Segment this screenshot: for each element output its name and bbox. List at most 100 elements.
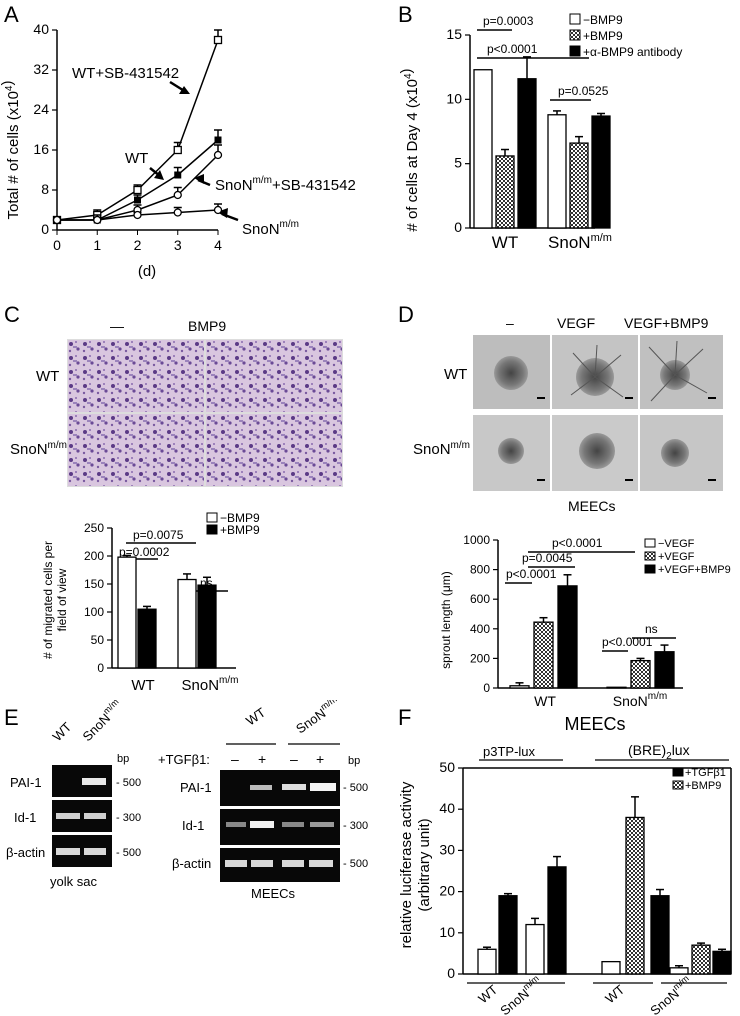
panel-label-d: D [398,302,414,327]
panel-a-arrows [149,80,239,222]
panel-a-xlabel: (d) [138,263,156,280]
panel-a-xtick-label-3: 3 [174,237,182,253]
panel-f-ytick-label-0: 0 [447,965,455,981]
panel-e-right-row-actin: β-actin [172,856,211,871]
panel-f-ytick-label-5: 50 [439,759,455,775]
panel-b-bar-0-0 [473,69,493,229]
panel-f-title: MEECs [564,714,625,734]
panel-d-bar-1-1 [630,659,651,689]
panel-f-bar-1-1 [547,866,567,975]
panel-e-right-bp-3: - 500 [343,858,368,870]
panel-d-ytick-label-4: 800 [470,563,490,577]
panel-e-left-bp-1: - 500 [116,777,141,789]
panel-d-ytick-label-3: 600 [470,592,490,606]
panel-f-reporter-1: p3TP-lux [483,744,536,759]
panel-b-bar-1-0 [547,114,567,229]
panel-c-image-wt-bmp9 [205,339,343,413]
panel-a-point-3-3 [173,208,182,217]
panel-d-group-wt: WT [534,693,556,709]
panel-c-legend-1: −BMP9 [220,511,260,525]
panel-c-image-wt-control [67,339,205,413]
panel-d-col-vegf-bmp9: VEGF+BMP9 [624,315,709,331]
panel-f-bar-chart: relative luciferase activity(arbitrary u… [398,714,732,1016]
panel-f-legend-2: +BMP9 [685,780,721,792]
panel-c-image-snon-bmp9 [205,413,343,487]
panel-f-reporter-2: (BRE)2lux [628,742,690,762]
panel-f-group-1: WT [475,982,500,1007]
panel-f-bar-3-1 [712,950,732,975]
panel-a-point-3-1 [93,215,102,225]
panel-f-ytick-label-4: 40 [439,800,455,816]
panel-c-bar-0-1 [137,608,157,669]
panel-f-ytick-label-1: 10 [439,924,455,940]
panel-c-ytick-label-3: 150 [84,577,104,591]
panel-d-legend-2: +VEGF [658,551,695,563]
panel-a-point-3-4 [213,205,223,215]
panel-d-legend-3: +VEGF+BMP9 [658,564,731,576]
panel-c-legend-2: +BMP9 [220,523,260,537]
panel-a-point-1-3 [174,171,182,179]
panel-d-p5: ns [645,622,658,636]
panel-e-right-bp-1: - 500 [343,782,368,794]
panel-e-treatment: +TGFβ1: [158,752,210,767]
panel-e-right-bp-2: - 300 [343,820,368,832]
panel-c-ylabel: # of migrated cells perfield of view [41,541,69,659]
panel-a-ytick-label-3: 24 [33,101,49,117]
panel-b-group-wt: WT [492,233,518,252]
panel-c-col-control: — [110,318,124,334]
panel-d-brackets [505,551,676,652]
panel-d-bar-0-1 [533,621,554,689]
panel-f-bar-2-2 [625,816,645,975]
panel-e-right-row-id1: Id-1 [182,818,204,833]
panel-b-ytick-label-3: 15 [446,26,462,42]
panel-e-right-caption: MEECs [251,886,296,901]
panel-d-bar-1-2 [654,651,675,689]
panel-label-c: C [4,302,20,327]
panel-label-f: F [398,705,412,730]
panel-f-ylabel: relative luciferase activity(arbitrary u… [398,781,433,948]
panel-c-row-wt: WT [36,368,60,385]
panel-b-legend-1: −BMP9 [583,13,623,27]
panel-b-brackets [477,29,591,101]
spheroid-snon-vegf [552,415,638,491]
panel-label-b: B [398,2,413,27]
spheroid-wt-control [473,335,550,409]
panel-b-bar-chart: # of cells at Day 4 (x104) p=0.0003 p<0.… [398,13,682,252]
panel-f-bar-2-1 [650,895,670,975]
panel-b-legend: −BMP9 +BMP9 +α-BMP9 antibody [569,13,682,59]
panel-c-ytick-label-0: 0 [97,661,104,675]
panel-e-left-col-wt: WT [50,719,75,744]
panel-a-point-2-4 [213,150,223,160]
panel-a-point-1-2 [134,196,141,204]
spheroid-wt-vegf-bmp9 [640,335,723,409]
panel-a-xtick-label-4: 4 [214,237,222,253]
panel-e-right-bp-header: bp [348,755,360,767]
panel-f-group-4: SnoNm/m [646,973,695,1016]
panel-e-left-row-actin: β-actin [6,845,45,860]
panel-a-point-2-3 [173,190,182,200]
annotation-wt: WT [125,150,148,167]
panel-b-bar-0-2 [517,78,537,229]
panel-b-p2: p<0.0001 [487,42,538,56]
panel-d-row-wt: WT [444,366,468,383]
panel-a-point-3-2 [133,210,142,220]
panel-e-sign-3: – [290,751,298,767]
panel-d-ytick-label-2: 400 [470,622,490,636]
panel-d-ytick-label-1: 200 [470,651,490,665]
panel-f-legend-1: +TGFβ1 [685,767,726,779]
panel-b-p1: p=0.0003 [483,14,534,28]
panel-c-bar-1-1 [197,584,217,669]
panel-a-ytick-label-1: 8 [41,181,49,197]
spheroid-snon-control [473,415,550,491]
panel-d-p2: p=0.0045 [522,551,573,565]
panel-d-p4: p<0.0001 [602,635,653,649]
annotation-wt-sb: WT+SB-431542 [72,65,179,82]
spheroid-wt-vegf [552,335,638,409]
panel-a-ytick-label-2: 16 [33,141,49,157]
panel-e-sign-2: + [258,751,266,767]
panel-e-left-bp-header: bp [117,753,129,765]
panel-c-ytick-label-4: 200 [84,549,104,563]
panel-b-ytick-label-0: 0 [454,219,462,235]
panel-f-bar-2-0 [601,960,621,975]
panel-f-legend: +TGFβ1 +BMP9 [672,767,726,792]
